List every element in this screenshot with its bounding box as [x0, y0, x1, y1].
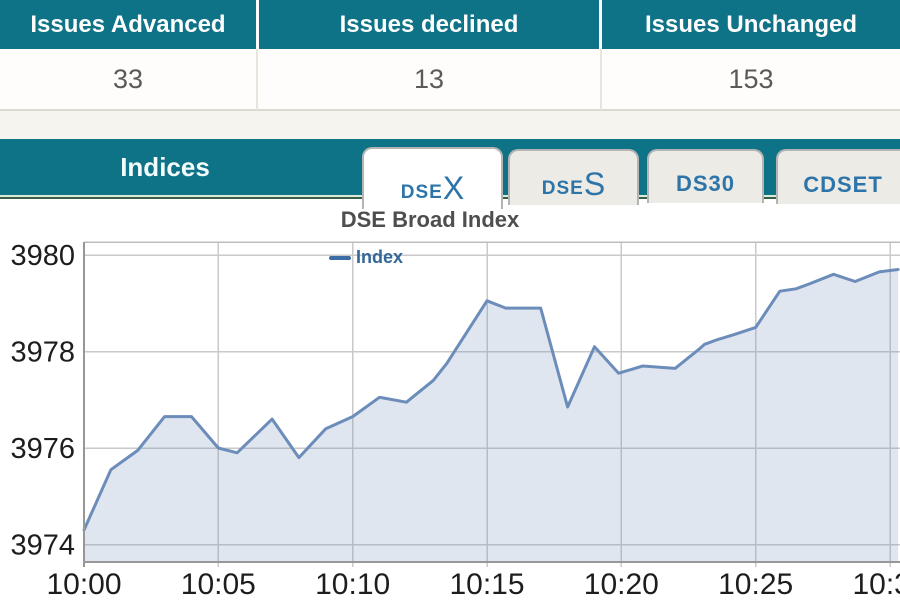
svg-text:3978: 3978	[10, 337, 75, 369]
issues-declined-value: 13	[256, 49, 602, 111]
indices-title: Indices	[120, 152, 210, 182]
issues-advanced-header: Issues Advanced	[0, 0, 256, 49]
svg-text:10:05: 10:05	[181, 568, 256, 600]
svg-text:10:00: 10:00	[46, 568, 121, 600]
svg-text:10:15: 10:15	[449, 568, 524, 600]
tab-dsex[interactable]: DSE X	[362, 147, 503, 209]
issues-unchanged-header: Issues Unchanged	[602, 0, 900, 49]
legend-label: Index	[356, 247, 404, 267]
svg-text:10:20: 10:20	[584, 568, 659, 600]
svg-text:3976: 3976	[10, 433, 75, 465]
issues-advanced-value: 33	[0, 49, 256, 111]
tab-ds30-label: DS30	[675, 170, 736, 196]
summary-table: Issues Advanced Issues declined Issues U…	[0, 0, 900, 111]
svg-text:10:30: 10:30	[852, 568, 900, 600]
legend-line-marker	[329, 255, 351, 260]
background-strip	[0, 111, 900, 139]
summary-header-row: Issues Advanced Issues declined Issues U…	[0, 0, 900, 49]
tab-ds30[interactable]: DS30	[647, 149, 764, 203]
summary-value-row: 33 13 153	[0, 49, 900, 111]
tab-dses-label-prefix: DSE	[541, 178, 584, 199]
tab-dses-label-suffix: S	[583, 166, 606, 203]
tab-dsex-label-suffix: X	[442, 170, 465, 207]
svg-text:10:10: 10:10	[315, 568, 390, 600]
issues-declined-header: Issues declined	[256, 0, 602, 49]
legend-item-index[interactable]: Index	[329, 247, 403, 268]
svg-text:3974: 3974	[10, 530, 75, 562]
tab-dses[interactable]: DSE S	[508, 149, 639, 205]
issues-unchanged-value: 153	[602, 49, 900, 111]
chart-title: DSE Broad Index	[340, 207, 520, 232]
svg-text:10:25: 10:25	[718, 568, 793, 600]
tab-cdset-label: CDSET	[803, 171, 883, 197]
svg-text:3980: 3980	[10, 240, 75, 272]
tab-cdset[interactable]: CDSET	[776, 149, 900, 204]
tab-dsex-label-prefix: DSE	[400, 182, 443, 203]
